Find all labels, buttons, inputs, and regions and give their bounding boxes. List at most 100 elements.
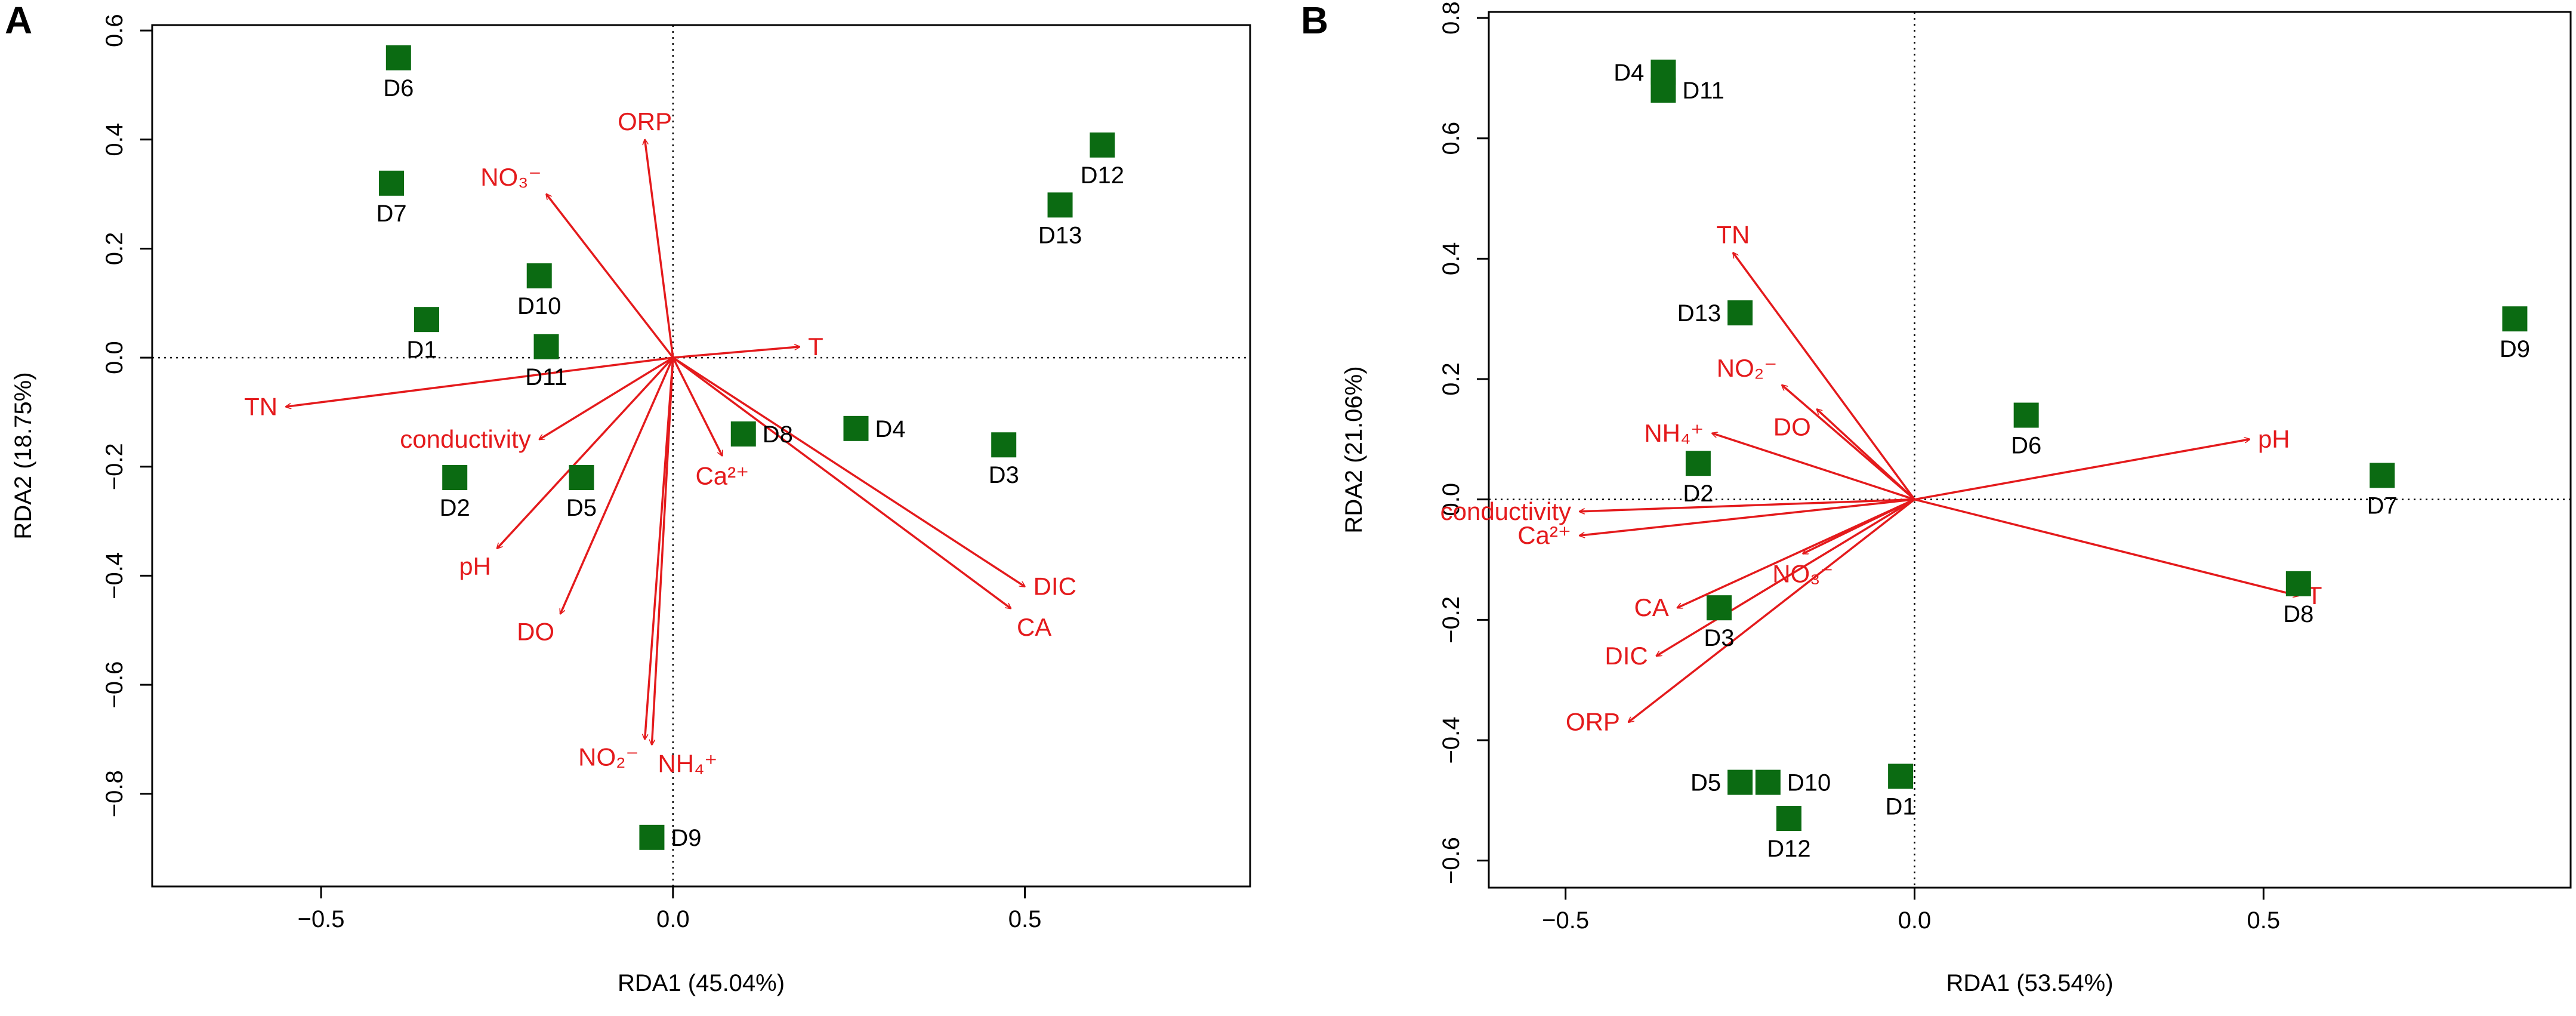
env-vector-arrow — [1914, 439, 2250, 501]
env-vector-label: TN — [244, 392, 277, 420]
site-point — [1888, 763, 1914, 789]
site-label: D8 — [763, 421, 793, 448]
site-label: D4 — [1614, 60, 1644, 86]
site-point — [569, 465, 594, 491]
env-vector-label: T — [808, 332, 823, 361]
env-vector-label: Ca²⁺ — [1517, 521, 1571, 549]
panel-label-a: A — [5, 0, 32, 42]
env-vector-arrow — [672, 347, 800, 359]
site-label: D5 — [1690, 770, 1721, 796]
x-tick-label: 0.5 — [1008, 906, 1042, 932]
x-tick-label: 0.0 — [656, 906, 690, 932]
site-point — [1706, 595, 1732, 621]
env-vector-label: DO — [517, 617, 554, 645]
y-tick-label: 0.0 — [101, 341, 128, 374]
x-axis-title: RDA1 (53.54%) — [1946, 970, 2113, 996]
site-point — [991, 432, 1017, 458]
env-vector-label: ORP — [1566, 708, 1620, 736]
site-point — [1755, 769, 1781, 795]
env-vector-arrow — [1914, 498, 2299, 596]
x-tick-label: −0.5 — [298, 906, 345, 932]
x-axis-title: RDA1 (45.04%) — [618, 970, 785, 996]
env-vector-label: TN — [1716, 220, 1750, 248]
env-vector-label: NO₂⁻ — [1717, 354, 1777, 382]
site-label: D6 — [383, 75, 414, 101]
env-vector-label: pH — [2258, 425, 2290, 453]
y-tick-label: 0.8 — [1438, 1, 1464, 35]
site-point — [1090, 132, 1115, 158]
env-vector-label: DIC — [1605, 642, 1648, 670]
env-vector-label: NO₃⁻ — [480, 163, 541, 191]
site-label: D2 — [440, 495, 470, 521]
site-point — [639, 824, 665, 850]
rda-plot-a: −0.5 0.0 0.5 −0.8 −0.6 −0.4 −0.2 0.0 0.2 0.4 0.6 RD… — [10, 14, 1251, 996]
site-point — [2285, 571, 2311, 596]
env-vector-arrow — [645, 357, 674, 739]
y-tick-label: −0.4 — [101, 552, 128, 599]
y-tick-label: 0.0 — [1438, 483, 1464, 516]
y-tick-label: −0.6 — [1438, 837, 1464, 884]
y-tick-label: −0.2 — [1438, 596, 1464, 644]
env-vector-arrow — [1712, 433, 1915, 501]
env-vector-arrow — [539, 356, 674, 441]
site-label: D5 — [566, 495, 597, 521]
env-vector-label: DO — [1773, 412, 1811, 441]
env-vector-arrow — [1817, 409, 1915, 500]
env-vector-arrow — [286, 356, 674, 407]
site-point — [379, 170, 405, 196]
env-vector-arrow — [1733, 253, 1915, 500]
env-vector-arrow — [560, 357, 674, 614]
env-vector-arrow — [645, 140, 674, 358]
env-vector-label: NO₂⁻ — [578, 743, 638, 771]
y-axis-title: RDA2 (18.75%) — [10, 372, 36, 539]
x-tick-label: 0.5 — [2247, 907, 2281, 934]
site-label: D13 — [1677, 300, 1721, 327]
y-tick-label: −0.6 — [101, 661, 128, 709]
site-label: D11 — [1682, 78, 1724, 104]
site-label: D6 — [2011, 433, 2041, 459]
plot-frame-b — [1488, 11, 2572, 889]
site-point — [1047, 192, 1073, 218]
panel-label-b: B — [1301, 0, 1328, 42]
site-label: D2 — [1683, 481, 1713, 507]
x-tick-label: 0.0 — [1898, 907, 1932, 934]
env-vector-label: DIC — [1034, 572, 1076, 601]
site-point — [1651, 78, 1676, 103]
x-tick-label: −0.5 — [1542, 907, 1589, 934]
site-point — [2502, 306, 2528, 332]
env-vector-label: conductivity — [1440, 497, 1571, 525]
site-label: D3 — [1704, 625, 1734, 651]
y-tick-label: 0.4 — [1438, 242, 1464, 276]
y-tick-label: −0.8 — [101, 770, 128, 817]
site-label: D9 — [671, 825, 701, 851]
env-vector-arrow — [672, 356, 1011, 608]
env-vector-label: CA — [1017, 613, 1051, 641]
site-point — [414, 307, 439, 332]
site-label: D1 — [406, 337, 437, 363]
site-label: D1 — [1886, 793, 1916, 820]
env-vector-label: pH — [459, 552, 491, 580]
y-tick-label: −0.2 — [101, 443, 128, 490]
env-vector-arrow — [547, 194, 674, 359]
env-vector-arrow — [652, 358, 674, 744]
env-vector-label: CA — [1634, 593, 1668, 621]
env-vector-arrow — [1803, 498, 1915, 555]
y-tick-label: −0.4 — [1438, 716, 1464, 763]
site-point — [1776, 806, 1801, 832]
site-label: D11 — [525, 364, 567, 390]
y-axis-title: RDA2 (21.06%) — [1341, 366, 1367, 533]
site-point — [843, 415, 869, 441]
site-point — [442, 465, 468, 491]
site-point — [1727, 300, 1753, 326]
site-point — [2013, 402, 2039, 428]
y-tick-label: 0.2 — [1438, 362, 1464, 396]
site-point — [1727, 769, 1753, 795]
site-point — [730, 421, 756, 447]
plot-frame-a — [151, 24, 1251, 888]
site-label: D9 — [2500, 336, 2530, 362]
env-vector-arrow — [497, 356, 674, 549]
site-point — [2370, 463, 2395, 488]
site-point — [1685, 451, 1711, 476]
env-vector-arrow — [1656, 498, 1915, 657]
